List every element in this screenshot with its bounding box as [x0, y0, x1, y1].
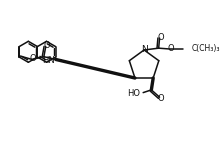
Text: O: O	[43, 41, 50, 50]
Text: ···: ···	[57, 57, 63, 63]
Text: N: N	[141, 45, 147, 54]
Text: HO: HO	[128, 89, 140, 98]
Text: O: O	[157, 94, 164, 103]
Text: O: O	[157, 33, 164, 42]
Text: O: O	[29, 54, 36, 63]
Text: C(CH₃)₃: C(CH₃)₃	[191, 44, 220, 53]
Text: O: O	[168, 44, 174, 53]
Text: HN: HN	[42, 56, 55, 65]
